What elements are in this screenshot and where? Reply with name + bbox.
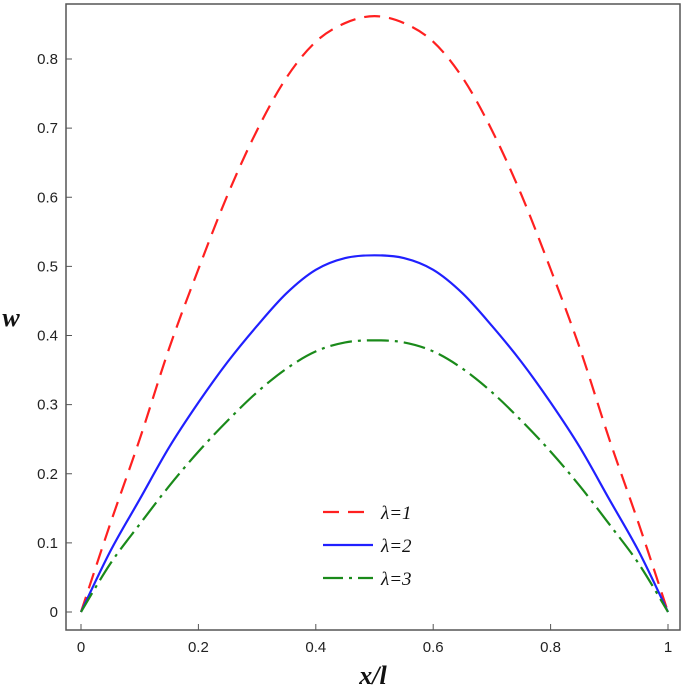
x-tick-label: 0 xyxy=(77,639,85,656)
y-tick-label: 0.5 xyxy=(37,258,58,275)
y-tick-label: 0.4 xyxy=(37,328,58,345)
y-tick-label: 0.2 xyxy=(37,466,58,483)
x-tick-label: 0.6 xyxy=(423,639,444,656)
x-tick-label: 1 xyxy=(664,639,672,656)
y-axis-ticks: 0 0.1 0.2 0.3 0.4 0.5 0.6 0.7 0.8 xyxy=(37,51,72,621)
x-axis-label: x/l xyxy=(358,661,387,689)
y-tick-label: 0 xyxy=(50,604,58,621)
series-line-2 xyxy=(80,254,669,613)
series-layer xyxy=(79,15,670,613)
y-tick-label: 0.7 xyxy=(37,120,58,137)
y-tick-label: 0.3 xyxy=(37,397,58,414)
y-axis-label: w xyxy=(2,303,20,332)
x-tick-label: 0.8 xyxy=(540,639,561,656)
legend: λ=1 λ=2 λ=3 xyxy=(323,503,412,590)
x-axis-ticks: 0 0.2 0.4 0.6 0.8 1 xyxy=(77,624,672,656)
legend-label: λ=1 xyxy=(380,503,412,524)
y-tick-label: 0.1 xyxy=(37,535,58,552)
plot-frame xyxy=(65,3,681,631)
series-line-1 xyxy=(79,15,670,613)
x-tick-label: 0.2 xyxy=(188,639,209,656)
x-tick-label: 0.4 xyxy=(305,639,326,656)
legend-label: λ=2 xyxy=(380,536,412,557)
y-tick-label: 0.6 xyxy=(37,189,58,206)
series-line-3 xyxy=(80,339,669,613)
legend-label: λ=3 xyxy=(380,569,412,590)
y-tick-label: 0.8 xyxy=(37,51,58,68)
